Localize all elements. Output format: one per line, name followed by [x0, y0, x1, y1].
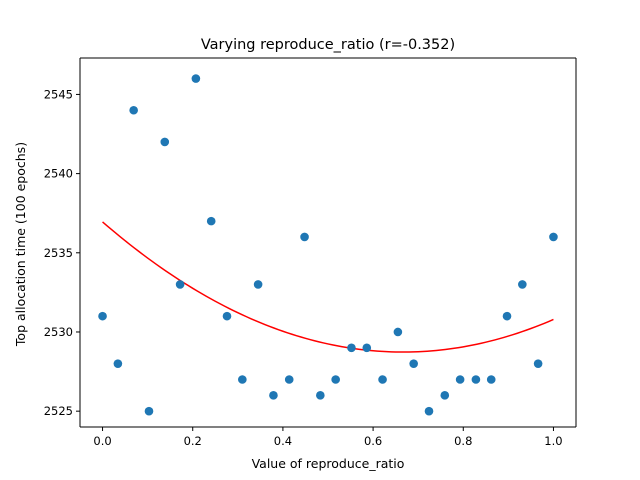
- y-tick-label: 2535: [44, 246, 73, 260]
- scatter-point: [378, 375, 387, 384]
- x-axis-label: Value of reproduce_ratio: [252, 456, 405, 471]
- y-tick-label: 2540: [44, 167, 73, 181]
- scatter-point: [486, 375, 496, 384]
- scatter-point: [316, 391, 325, 400]
- scatter-point: [409, 359, 418, 368]
- scatter-point: [222, 311, 232, 321]
- plot-area: [80, 58, 576, 427]
- y-tick-label: 2530: [44, 325, 73, 339]
- y-tick-label: 2545: [44, 87, 73, 101]
- scatter-point: [347, 343, 356, 353]
- scatter-point: [362, 343, 372, 353]
- scatter-point: [549, 232, 558, 242]
- x-tick-label: 0.8: [454, 434, 472, 448]
- x-tick-label: 0.4: [274, 434, 292, 448]
- scatter-point: [518, 280, 527, 289]
- scatter-point: [455, 375, 465, 384]
- scatter-point: [300, 232, 309, 242]
- scatter-point: [253, 280, 263, 289]
- chart-title: Varying reproduce_ratio (r=-0.352): [201, 37, 455, 53]
- scatter-point: [331, 375, 340, 384]
- axes-frame: [79, 57, 577, 428]
- scatter-point: [191, 74, 201, 83]
- x-tick-label: 1.0: [544, 434, 562, 448]
- scatter-point: [471, 375, 481, 384]
- scatter-point: [206, 216, 216, 226]
- x-tick-label: 0.6: [364, 434, 382, 448]
- scatter-point: [424, 406, 434, 416]
- scatter-point: [144, 406, 154, 416]
- x-tick-label: 0.0: [93, 434, 111, 448]
- scatter-point: [113, 359, 123, 368]
- scatter-point: [440, 391, 450, 400]
- scatter-point: [533, 359, 543, 368]
- scatter-point: [238, 375, 247, 384]
- scatter-point: [129, 105, 138, 115]
- scatter-point: [269, 391, 278, 400]
- fit-curve-layer: [102, 221, 554, 353]
- fit-curve-line: [102, 221, 554, 353]
- scatter-point: [175, 280, 185, 289]
- scatter-point: [160, 137, 170, 147]
- y-axis-label: Top allocation time (100 epochs): [13, 142, 28, 347]
- scatter-point: [393, 327, 403, 337]
- plot-background: [80, 58, 576, 427]
- y-axis-ticks: 2525 2530 2535 2540 2545: [44, 87, 80, 418]
- scatter-points-layer: [98, 74, 558, 416]
- scatter-point: [502, 311, 512, 321]
- scatter-point: [98, 311, 107, 321]
- x-tick-label: 0.2: [184, 434, 202, 448]
- x-axis-ticks: 0.0 0.2 0.4 0.6 0.8 1.0: [93, 427, 563, 448]
- y-tick-label: 2525: [44, 404, 73, 418]
- scatter-point: [284, 375, 294, 384]
